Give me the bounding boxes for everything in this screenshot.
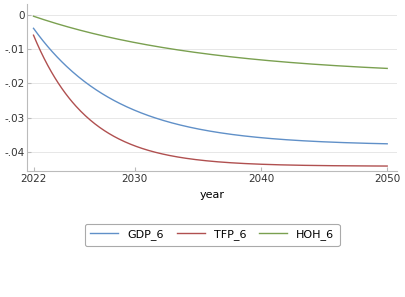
GDP_6 <box>241 134 246 138</box>
GDP_6 <box>351 141 356 145</box>
TFP_6 <box>328 164 333 168</box>
HOH_6 <box>32 15 37 18</box>
TFP_6 <box>351 164 356 168</box>
GDP_6 <box>247 135 252 138</box>
GDP_6 <box>240 134 245 138</box>
HOH_6 <box>328 64 333 67</box>
Line: TFP_6: TFP_6 <box>34 35 386 166</box>
Line: HOH_6: HOH_6 <box>34 16 386 68</box>
TFP_6 <box>31 34 36 37</box>
HOH_6 <box>384 67 389 70</box>
X-axis label: year: year <box>199 190 224 200</box>
HOH_6 <box>351 65 356 69</box>
HOH_6 <box>31 15 36 18</box>
HOH_6 <box>241 56 246 60</box>
TFP_6 <box>247 162 252 165</box>
HOH_6 <box>247 57 252 61</box>
HOH_6 <box>240 56 245 60</box>
TFP_6 <box>240 162 245 165</box>
TFP_6 <box>241 162 246 165</box>
TFP_6 <box>384 164 389 168</box>
GDP_6 <box>32 28 37 32</box>
GDP_6 <box>384 142 389 146</box>
Legend: GDP_6, TFP_6, HOH_6: GDP_6, TFP_6, HOH_6 <box>85 224 339 246</box>
TFP_6 <box>32 36 37 40</box>
GDP_6 <box>328 140 333 144</box>
Line: GDP_6: GDP_6 <box>34 28 386 144</box>
GDP_6 <box>31 26 36 30</box>
